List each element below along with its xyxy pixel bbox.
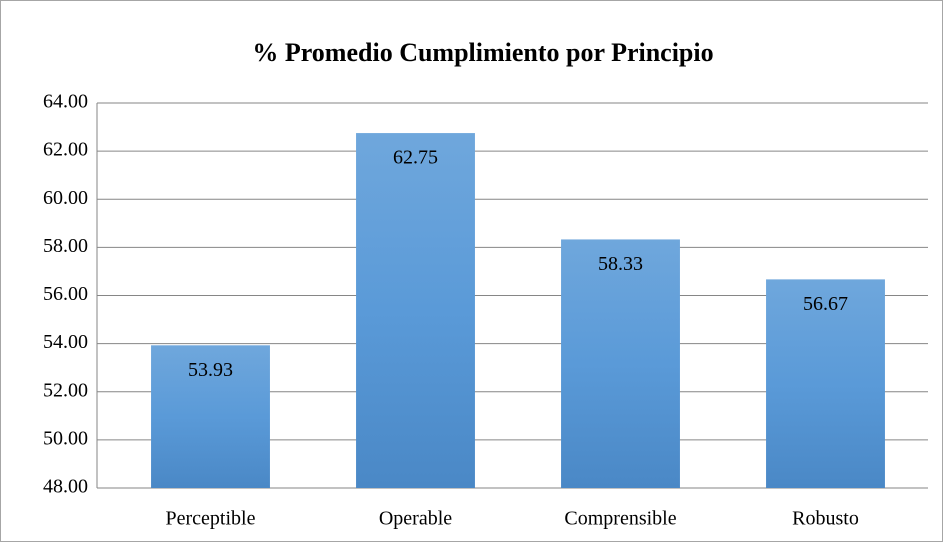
- data-label: 58.33: [598, 253, 643, 275]
- bar: [356, 133, 475, 488]
- y-tick-label: 52.00: [43, 379, 88, 401]
- y-tick-label: 56.00: [43, 283, 88, 305]
- y-tick-label: 62.00: [43, 139, 88, 161]
- chart-title: % Promedio Cumplimiento por Principio: [252, 38, 713, 67]
- y-tick-label: 58.00: [43, 235, 88, 257]
- bar: [766, 279, 885, 488]
- x-tick-label: Perceptible: [166, 508, 256, 530]
- x-tick-label: Comprensible: [564, 508, 676, 530]
- y-tick-label: 54.00: [43, 331, 88, 353]
- data-label: 56.67: [803, 293, 848, 315]
- data-label: 62.75: [393, 147, 438, 169]
- x-tick-label: Robusto: [792, 508, 859, 530]
- bar: [151, 345, 270, 488]
- y-tick-label: 64.00: [43, 91, 88, 113]
- y-tick-label: 48.00: [43, 476, 88, 498]
- data-label: 53.93: [188, 359, 233, 381]
- y-tick-label: 50.00: [43, 427, 88, 449]
- bar: [561, 239, 680, 488]
- y-tick-label: 60.00: [43, 187, 88, 209]
- x-tick-label: Operable: [379, 508, 452, 530]
